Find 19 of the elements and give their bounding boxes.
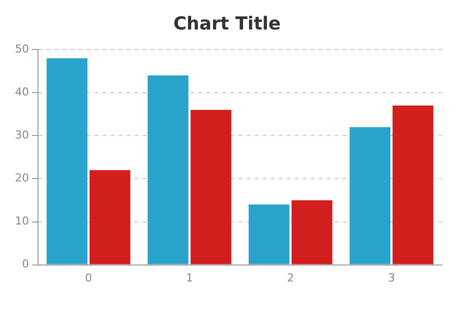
bar (46, 58, 88, 264)
bar (350, 127, 390, 264)
y-tick-label: 10 (14, 214, 29, 228)
bar (190, 110, 232, 264)
y-tick-label: 50 (14, 42, 29, 56)
y-tick-label: 30 (14, 128, 29, 142)
bar (248, 204, 290, 264)
bar (148, 75, 188, 264)
bar (90, 170, 130, 264)
y-tick-label: 40 (14, 86, 29, 98)
x-tick-label: 0 (84, 271, 92, 284)
bar (392, 106, 434, 264)
chart-title: Chart Title (173, 13, 281, 34)
x-tick-label: 1 (186, 271, 193, 284)
x-tick-label: 2 (287, 271, 294, 284)
y-tick-label: 0 (22, 258, 29, 271)
x-tick-label: 3 (388, 271, 395, 284)
y-tick-label: 20 (14, 172, 29, 185)
bar (292, 200, 332, 264)
